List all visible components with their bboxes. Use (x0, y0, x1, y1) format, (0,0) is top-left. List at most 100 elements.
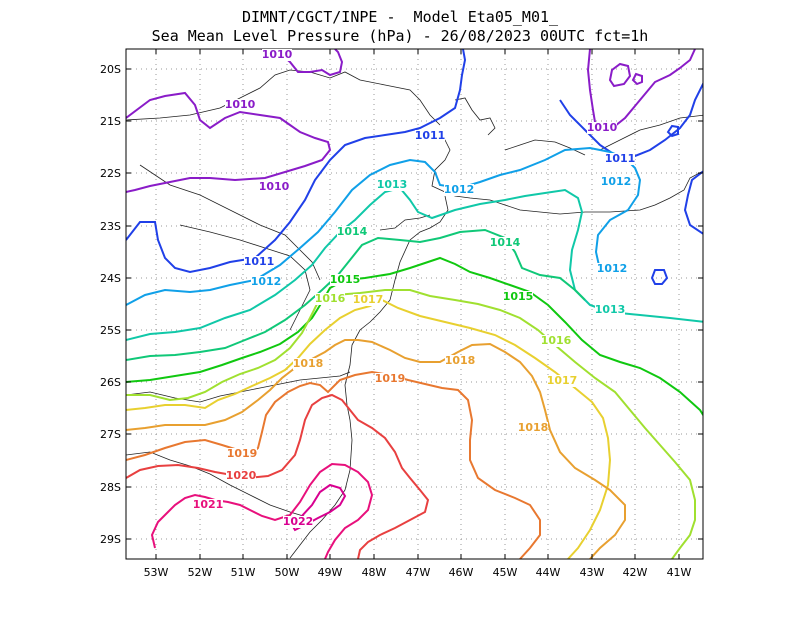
latitude-label: 20S (100, 63, 121, 76)
isobar-label: 1014 (490, 236, 521, 249)
isobar-1021 (150, 462, 374, 559)
longitude-label: 42W (623, 566, 648, 579)
isobar-label-background (283, 516, 313, 528)
isobar-label: 1010 (259, 180, 290, 193)
isobar-label: 1010 (225, 98, 256, 111)
longitude-label: 41W (667, 566, 692, 579)
longitude-label: 50W (275, 566, 300, 579)
isobar-label: 1021 (193, 498, 224, 511)
latitude-label: 26S (100, 376, 121, 389)
isobar-label-background (444, 184, 474, 196)
isobar-label: 1012 (601, 175, 632, 188)
isobar-label-background (193, 499, 223, 511)
isobar-1017 (126, 298, 612, 559)
isobar-label-background (605, 153, 635, 165)
isobar-label-background (259, 181, 289, 193)
isobar-1011-loop-east (666, 124, 679, 138)
map-frame (125, 48, 704, 560)
latitude-label: 28S (100, 481, 121, 494)
longitude-label: 47W (406, 566, 431, 579)
isobar-label-background (601, 176, 631, 188)
latitude-labels: 20S 21S 22S 23S 24S 25S 26S 27S 28S 29S (100, 63, 121, 546)
isobar-label-background (227, 448, 257, 460)
longitude-label: 52W (188, 566, 213, 579)
latitude-label: 22S (100, 167, 121, 180)
isobar-label: 1011 (244, 255, 275, 268)
isobar-label: 1012 (251, 275, 282, 288)
isobar-label: 1016 (315, 292, 346, 305)
isobar-label-background (595, 304, 625, 316)
isobar-label-background (503, 291, 533, 303)
isobar-label-background (445, 355, 475, 367)
isobar-1010-northwest (126, 91, 332, 193)
map-title-line-2: Sea Mean Level Pressure (hPa) - 26/08/20… (151, 27, 649, 45)
isobar-label: 1018 (518, 421, 549, 434)
isobar-label: 1010 (262, 48, 293, 61)
isobar-label: 1018 (445, 354, 476, 367)
isobar-label: 1014 (337, 225, 368, 238)
isobars (126, 49, 703, 559)
longitude-label: 45W (493, 566, 518, 579)
isobar-1018 (126, 339, 626, 559)
latitude-label: 27S (100, 428, 121, 441)
isobar-label: 1019 (375, 372, 406, 385)
isobar-label: 1012 (597, 262, 628, 275)
latitude-label: 29S (100, 533, 121, 546)
isobar-label: 1013 (595, 303, 626, 316)
isobar-label-background (518, 422, 548, 434)
isobar-label-background (377, 179, 407, 191)
longitude-labels: 53W 52W 51W 50W 49W 48W 47W 46W 45W 44W 43W 42W 41W (144, 566, 692, 579)
isobar-label: 1012 (444, 183, 475, 196)
isobar-label-background (337, 226, 367, 238)
isobar-label: 1016 (541, 334, 572, 347)
isobar-label-background (597, 263, 627, 275)
longitude-label: 51W (231, 566, 256, 579)
isobar-1011-east (559, 81, 703, 160)
isobar-label-background (547, 375, 577, 387)
latitude-label: 23S (100, 220, 121, 233)
isobar-label: 1010 (587, 121, 618, 134)
isobar-1011 (126, 49, 467, 274)
isobar-label: 1011 (605, 152, 636, 165)
isobar-1011-loop-southeast (650, 269, 669, 285)
isobar-1020 (126, 393, 430, 559)
longitude-label: 46W (449, 566, 474, 579)
isobar-1010-northeast (586, 49, 696, 132)
longitude-label: 48W (362, 566, 387, 579)
isobar-label-background (415, 130, 445, 142)
isobar-1013 (126, 186, 703, 341)
isobar-label: 1011 (415, 129, 446, 142)
isobar-label-background (587, 122, 617, 134)
isobar-label-background (225, 99, 255, 111)
map-title-line-1: DIMNT/CGCT/INPE - Model Eta05_M01_ (241, 8, 559, 26)
isobar-label: 1022 (283, 515, 314, 528)
isobar-label: 1019 (227, 447, 258, 460)
isobar-label-background (262, 49, 292, 61)
isobar-label: 1015 (503, 290, 534, 303)
isobar-labels: 1010 1010 1010 1010 1011 1011 1011 1012 1012 1012… (193, 48, 636, 528)
isobar-label: 1018 (293, 357, 324, 370)
isobar-1012 (126, 146, 642, 306)
isobar-label-background (226, 470, 256, 482)
isobar-label: 1013 (377, 178, 408, 191)
isobar-label-background (541, 335, 571, 347)
isobar-1015 (126, 256, 703, 417)
isobar-1010-loop (608, 62, 632, 88)
isobar-label-background (330, 274, 360, 286)
isobar-label: 1017 (353, 293, 384, 306)
isobar-1010-loop-small (631, 72, 643, 86)
longitude-label: 49W (318, 566, 343, 579)
isobar-1011-east-lower (683, 170, 703, 235)
isobar-1014 (126, 228, 586, 361)
latitude-label: 21S (100, 115, 121, 128)
longitude-label: 43W (580, 566, 605, 579)
axis-ticks (126, 49, 703, 559)
isobar-label-background (353, 294, 383, 306)
isobar-1016 (126, 289, 696, 559)
isobar-label: 1015 (330, 273, 361, 286)
latitude-label: 25S (100, 324, 121, 337)
longitude-label: 44W (536, 566, 561, 579)
isobar-label-background (251, 276, 281, 288)
isobar-label: 1020 (226, 469, 257, 482)
